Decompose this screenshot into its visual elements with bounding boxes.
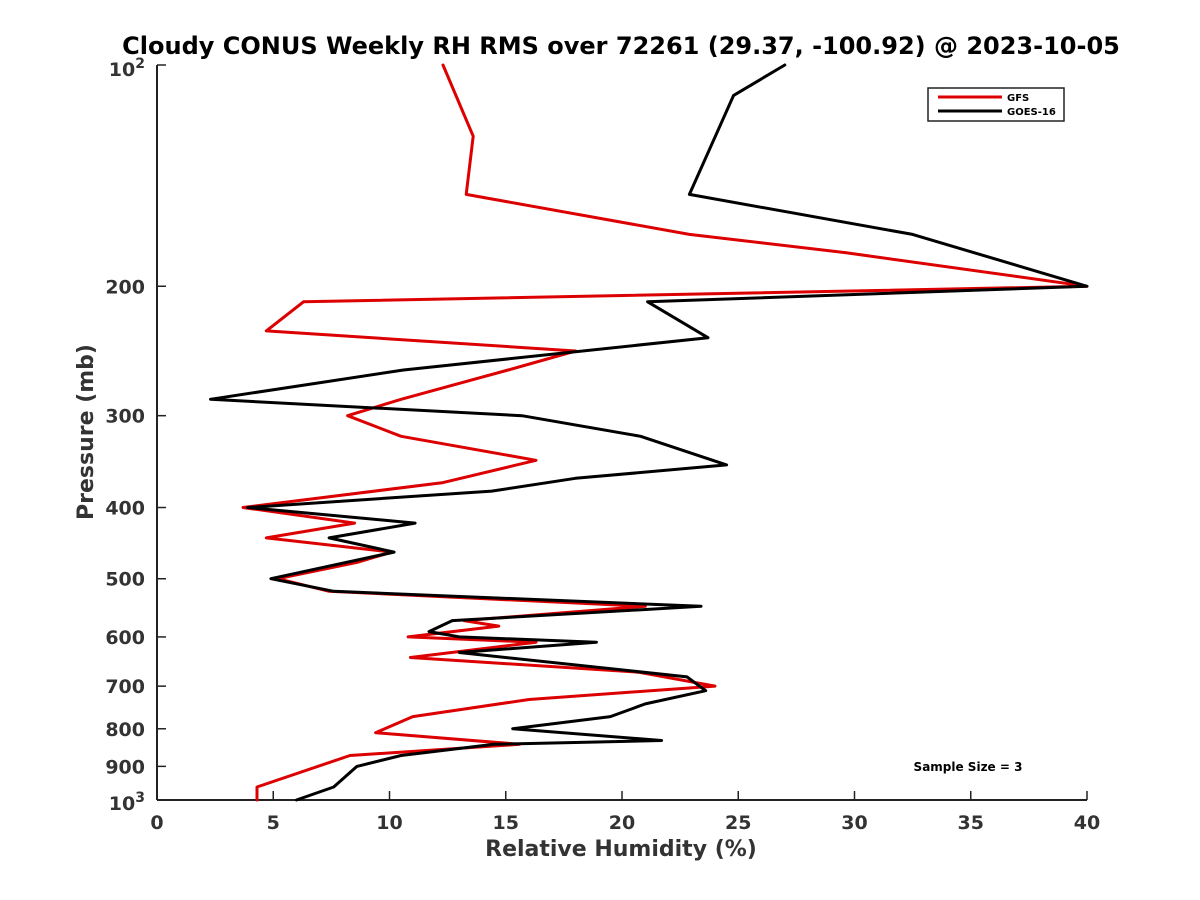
legend-box: [927, 87, 1065, 122]
x-axis-label: Relative Humidity (%): [485, 837, 757, 862]
x-tick-label: 10: [376, 812, 402, 834]
y-tick-label: 800: [105, 719, 145, 741]
x-tick-label: 30: [841, 812, 867, 834]
series-lines: [209, 63, 1089, 802]
series-line-gfs: [241, 63, 1089, 802]
y-tick-label: 900: [105, 756, 145, 778]
x-tick-label: 25: [725, 812, 751, 834]
x-tick-label: 35: [958, 812, 984, 834]
y-tick-label: 200: [105, 276, 145, 298]
y-tick-label: 600: [105, 627, 145, 649]
y-ticks: 200 300 400 500 600 700 800 900: [105, 64, 166, 801]
x-tick-label: 20: [609, 812, 635, 834]
y-tick-label: 400: [105, 498, 145, 520]
legend: GFS GOES-16: [927, 87, 1065, 122]
y-tick-bottom-base: 10: [109, 793, 135, 815]
y-axis-label: Pressure (mb): [74, 344, 99, 520]
y-tick-label: 700: [105, 676, 145, 698]
x-ticks: 0 5 10 15 20 25 30 35 40: [150, 791, 1100, 834]
x-tick-label: 0: [150, 812, 163, 834]
y-tick-label-bottom: 103: [109, 790, 145, 815]
chart-title: Cloudy CONUS Weekly RH RMS over 72261 (2…: [122, 32, 1120, 60]
y-tick-bottom-exponent: 3: [135, 790, 145, 806]
y-tick-top-exponent: 2: [135, 56, 145, 72]
x-tick-label: 15: [493, 812, 519, 834]
legend-label-gfs: GFS: [1007, 93, 1029, 104]
y-tick-label: 500: [105, 569, 145, 591]
y-tick-label-top: 102: [109, 56, 145, 81]
y-tick-top-base: 10: [109, 59, 135, 81]
x-tick-label: 40: [1074, 812, 1100, 834]
sample-size-annotation: Sample Size = 3: [914, 760, 1023, 774]
y-tick-label: 300: [105, 406, 145, 428]
legend-label-goes16: GOES-16: [1007, 107, 1056, 118]
x-tick-label: 5: [267, 812, 280, 834]
series-line-goes16: [209, 63, 1089, 802]
